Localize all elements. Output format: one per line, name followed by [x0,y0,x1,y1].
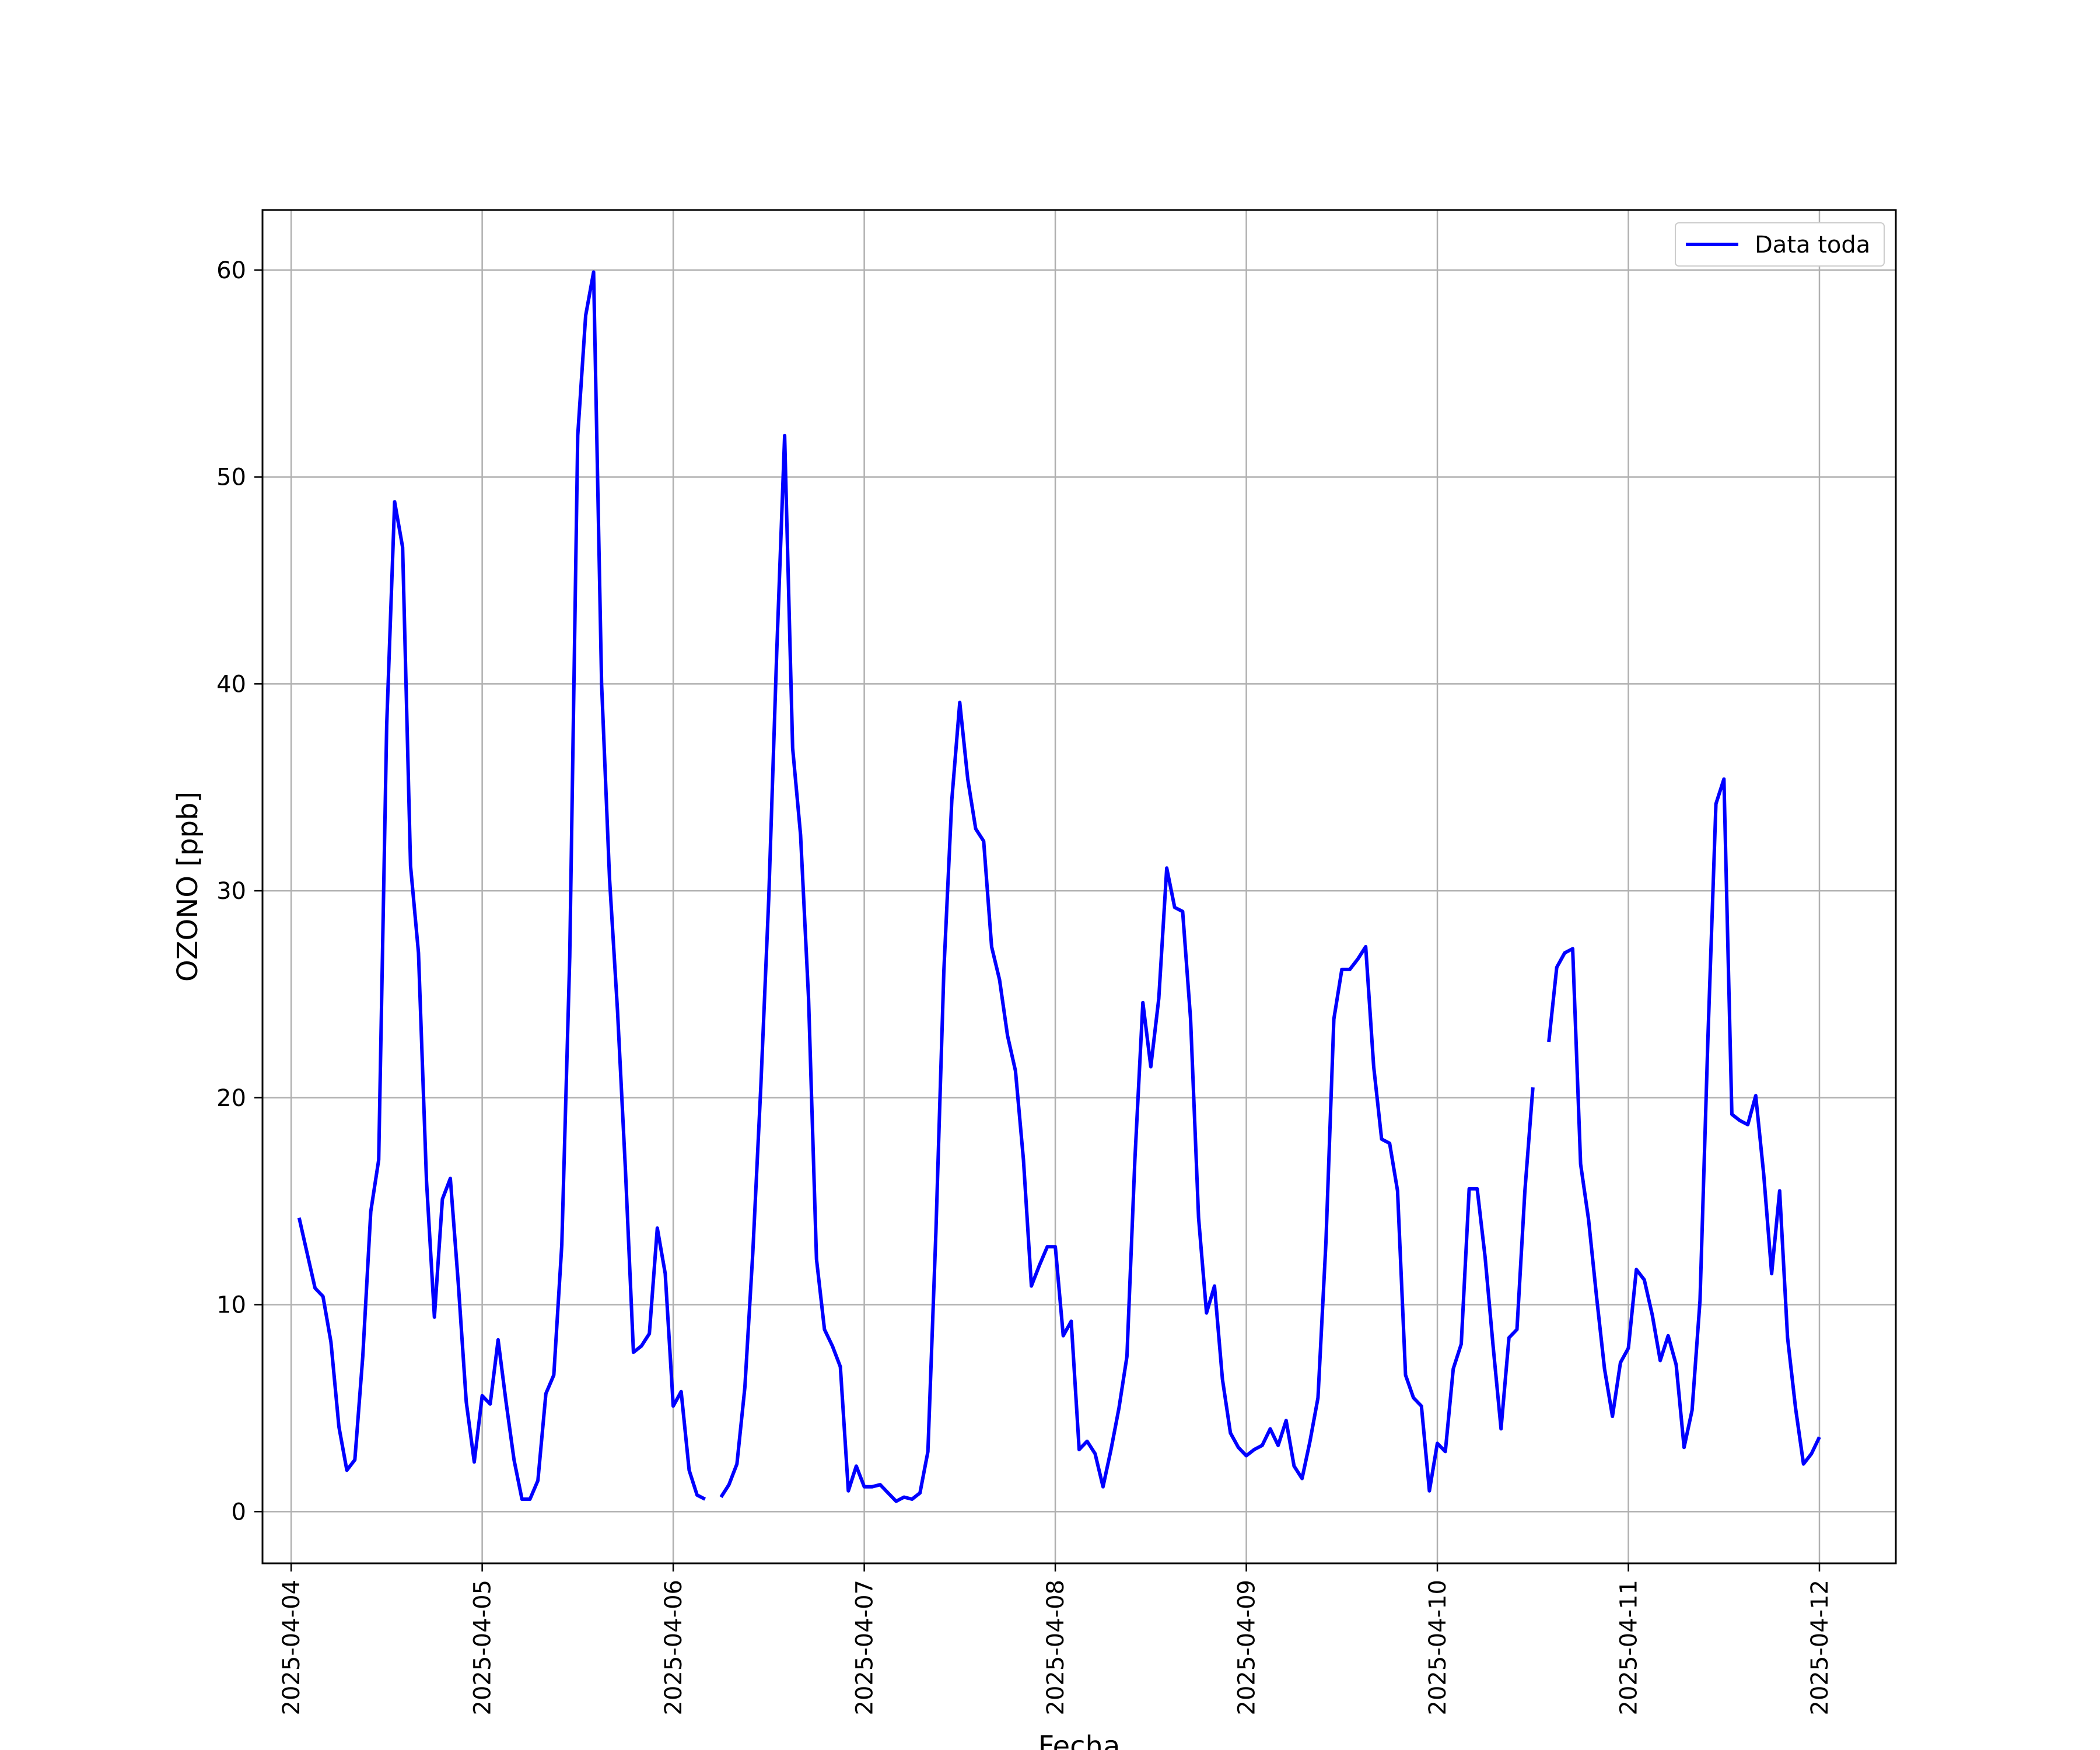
series-line-data-toda [719,433,1535,1503]
y-tick-label: 30 [216,878,246,905]
grid-lines [262,210,1896,1563]
x-tick-label: 2025-04-10 [1424,1580,1451,1715]
x-tick-label: 2025-04-09 [1234,1580,1261,1715]
legend-box [1675,222,1885,267]
x-axis: 2025-04-04 2025-04-05 2025-04-06 2025-04-07… [278,1563,1833,1715]
plot-area-frame [261,209,1897,1564]
y-tick-label: 50 [216,464,246,491]
series-lines [297,270,1821,1503]
y-tick-label: 40 [216,671,246,698]
series-line-data-toda [297,270,706,1501]
y-tick-label: 60 [216,257,246,284]
y-tick-label: 20 [216,1085,246,1112]
y-axis-label: OZONO [ppb] [172,792,204,982]
series-line-data-toda [1547,777,1821,1466]
x-tick-label: 2025-04-11 [1616,1580,1643,1715]
x-tick-label: 2025-04-07 [852,1580,878,1715]
x-tick-label: 2025-04-06 [660,1580,687,1715]
y-tick-label: 0 [232,1499,246,1525]
x-tick-label: 2025-04-04 [278,1580,305,1715]
x-tick-label: 2025-04-12 [1807,1580,1833,1715]
legend-label-data-toda: Data toda [1755,232,1870,258]
y-tick-label: 10 [216,1292,246,1319]
x-tick-label: 2025-04-08 [1042,1580,1069,1715]
legend: Data toda [1675,222,1885,267]
x-axis-label: Fecha [1038,1730,1121,1750]
y-axis: 0 10 20 30 40 50 60 [216,257,262,1525]
x-tick-label: 2025-04-05 [470,1580,496,1715]
